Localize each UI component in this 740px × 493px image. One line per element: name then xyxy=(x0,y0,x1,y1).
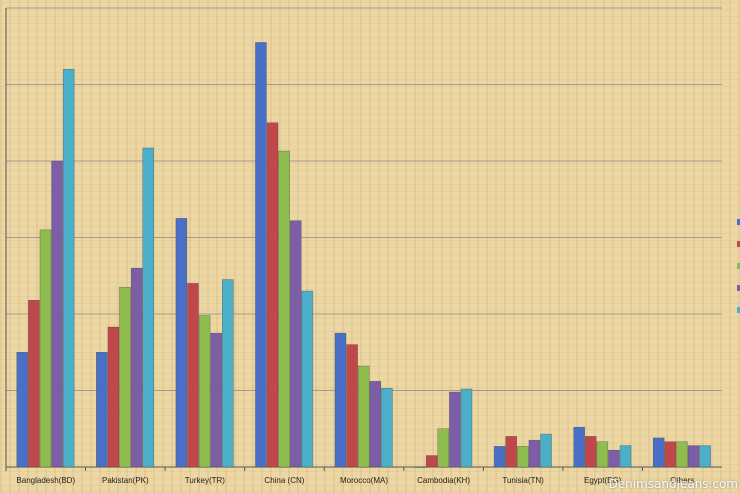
bar xyxy=(425,455,438,468)
bar xyxy=(699,445,711,468)
bar xyxy=(198,315,211,468)
bar xyxy=(528,439,541,468)
bar xyxy=(130,267,143,468)
category-label: Tunisia(TN) xyxy=(502,476,544,485)
bar xyxy=(664,441,677,468)
category-label: Egypt(EG) xyxy=(584,476,622,485)
bar xyxy=(51,160,63,468)
bar xyxy=(39,229,52,468)
bar xyxy=(187,283,199,468)
bar xyxy=(62,68,75,468)
bar xyxy=(608,449,620,468)
legend-marker xyxy=(737,241,740,247)
bar xyxy=(301,290,314,468)
legend-marker xyxy=(737,263,740,269)
bar xyxy=(381,387,393,468)
bar xyxy=(414,466,426,468)
bar xyxy=(437,428,450,468)
bar xyxy=(517,446,529,468)
bar xyxy=(289,220,302,468)
bar xyxy=(346,344,358,468)
bar xyxy=(28,299,40,468)
bar xyxy=(210,332,222,468)
bar xyxy=(119,286,131,468)
bar xyxy=(573,426,585,468)
bar xyxy=(505,436,517,468)
bar xyxy=(278,150,290,468)
bar xyxy=(255,42,267,468)
bar xyxy=(357,365,370,468)
category-label: Others xyxy=(670,476,694,485)
category-label: Morocco(MA) xyxy=(340,476,388,485)
bar xyxy=(222,279,234,468)
category-label: Turkey(TR) xyxy=(185,476,225,485)
legend-marker xyxy=(737,285,740,291)
bar xyxy=(96,352,108,468)
category-label: Pakistan(PK) xyxy=(102,476,149,485)
bar xyxy=(107,326,120,468)
bar xyxy=(596,441,609,468)
bar xyxy=(460,388,473,468)
bar xyxy=(540,433,552,468)
category-label: Bangladesh(BD) xyxy=(16,476,75,485)
bar xyxy=(142,147,154,468)
bar xyxy=(493,446,506,468)
bar xyxy=(266,122,279,468)
bar xyxy=(585,436,597,468)
bar xyxy=(334,332,347,468)
category-label: Cambodia(KH) xyxy=(417,476,470,485)
bar xyxy=(16,352,29,468)
watermark: Denimsandjeans.com xyxy=(608,477,738,491)
bar xyxy=(449,391,461,468)
legend-marker xyxy=(737,307,740,313)
bar xyxy=(175,218,188,468)
legend-marker xyxy=(737,219,740,225)
bar xyxy=(687,445,700,468)
category-label: China (CN) xyxy=(264,476,304,485)
bar xyxy=(676,441,688,468)
bar xyxy=(369,381,382,468)
bar xyxy=(619,445,632,468)
bar xyxy=(652,437,665,468)
